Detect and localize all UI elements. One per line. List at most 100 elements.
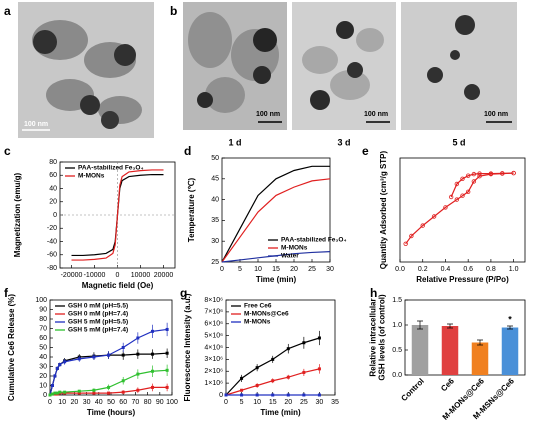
marker — [150, 385, 154, 389]
error-bar — [417, 320, 423, 330]
marker — [454, 181, 460, 187]
marker — [165, 385, 169, 389]
x-tick-label: 10 — [253, 399, 261, 406]
x-tick-label: 30 — [316, 399, 324, 406]
scale-bar-label: 100 nm — [484, 111, 508, 118]
x-tick-label: Ce6 — [439, 376, 456, 393]
y-tick-label: 90 — [39, 306, 47, 313]
panel-label: e — [362, 144, 369, 158]
x-tick-label: 0.0 — [395, 266, 405, 273]
x-tick-label: 0.6 — [463, 266, 473, 273]
y-tick-label: 0.5 — [392, 347, 402, 354]
marker — [53, 391, 57, 395]
legend-label: GSH 0 mM (pH=5.5) — [68, 303, 128, 310]
x-tick-label: 20000 — [154, 272, 174, 279]
marker — [150, 352, 154, 356]
y-axis-label: Cumulative Ce6 Release (%) — [7, 294, 16, 401]
x-tick-label: 10 — [58, 399, 66, 406]
marker — [317, 393, 321, 397]
marker — [471, 171, 477, 177]
marker — [271, 357, 275, 361]
y-tick-label: 0.0 — [392, 372, 402, 379]
y-tick-label: 70 — [39, 325, 47, 332]
y-tick-label: 50 — [39, 344, 47, 351]
marker — [286, 347, 290, 351]
y-tick-label: 40 — [39, 354, 47, 361]
error-bar — [507, 325, 513, 330]
legend-label: GSH 5 mM (pH=5.5) — [68, 319, 128, 326]
marker — [477, 173, 482, 179]
particles — [32, 20, 142, 129]
y-tick-label: 40 — [49, 185, 57, 192]
panel-label: b — [170, 4, 177, 18]
x-tick-label: 80 — [144, 399, 152, 406]
marker — [443, 205, 448, 210]
y-tick-label: 1.5 — [392, 297, 402, 304]
marker — [420, 223, 425, 228]
marker — [488, 171, 494, 176]
x-tick-label: 10 — [254, 266, 262, 273]
marker — [454, 197, 460, 202]
marker — [50, 392, 54, 396]
y-tick-label: 25 — [211, 259, 219, 266]
scale-bar-label: 100 nm — [256, 111, 280, 118]
y-tick-label: 0 — [43, 392, 47, 399]
x-tick-label: 5 — [238, 266, 242, 273]
marker — [107, 391, 111, 395]
series-line — [221, 178, 331, 263]
marker — [92, 355, 96, 359]
marker — [286, 375, 290, 379]
y-tick-label: 30 — [39, 363, 47, 370]
marker — [77, 389, 81, 393]
legend-label: M-MONs — [281, 245, 308, 252]
legend-label: M-MONs — [78, 173, 105, 180]
marker — [136, 352, 140, 356]
y-axis-label: Magnetization (emu/g) — [13, 172, 22, 257]
panel-label: g — [180, 286, 187, 300]
marker — [63, 390, 67, 394]
x-tick-label: -10000 — [84, 272, 106, 279]
plot-frame — [404, 299, 526, 376]
x-tick-label: 0 — [116, 272, 120, 279]
panel-label: c — [4, 144, 11, 158]
y-tick-label: -40 — [47, 238, 57, 245]
marker — [224, 393, 228, 397]
y-tick-label: 20 — [49, 199, 57, 206]
marker — [77, 391, 81, 395]
bar — [471, 342, 489, 375]
plot-frame — [221, 157, 331, 263]
legend-label: M-MONs — [244, 319, 271, 326]
x-tick-label: 20 — [71, 399, 79, 406]
x-axis-label: Time (hours) — [87, 408, 136, 417]
y-tick-label: 50 — [211, 155, 219, 162]
marker — [136, 372, 140, 376]
marker — [511, 170, 516, 176]
y-tick-label: 40 — [211, 196, 219, 203]
y-tick-label: 3×10⁶ — [204, 356, 223, 363]
marker — [431, 214, 437, 219]
y-axis-label: Temperature (℃) — [187, 177, 196, 242]
y-tick-label: 60 — [49, 172, 57, 179]
panel-label: f — [4, 286, 9, 300]
x-tick-label: Control — [399, 377, 425, 403]
x-tick-label: 25 — [300, 399, 308, 406]
marker — [255, 366, 259, 370]
y-axis-label: GSH levels (of control) — [378, 294, 387, 381]
error-bar — [477, 339, 483, 346]
x-tick-label: -20000 — [61, 272, 83, 279]
y-axis-label: Relative intracellular — [369, 298, 378, 376]
marker — [121, 390, 125, 394]
y-axis-label: Quantity Adsorbed (cm³/g STP) — [379, 150, 388, 269]
marker — [53, 374, 57, 378]
marker — [460, 176, 465, 181]
marker — [48, 393, 52, 397]
x-tick-label: 15 — [272, 266, 280, 273]
marker — [409, 233, 414, 239]
bar — [411, 325, 429, 375]
legend-label: PAA-stabilized Fe₃O₄ — [281, 237, 347, 244]
marker — [58, 390, 62, 394]
image-caption: 3 d — [337, 137, 350, 147]
marker — [477, 171, 482, 176]
x-tick-label: 100 — [166, 399, 178, 406]
series-line — [71, 169, 164, 261]
